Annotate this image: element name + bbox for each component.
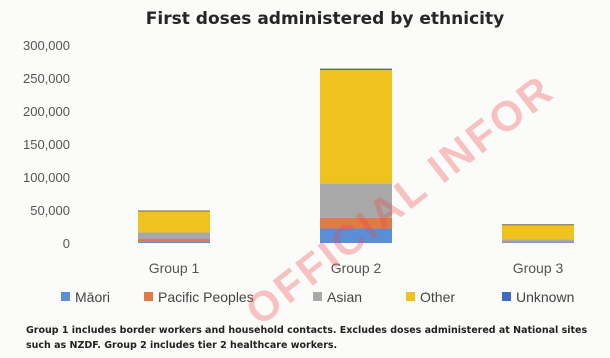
footnote-line-2: such as NZDF. Group 2 includes tier 2 he… xyxy=(26,340,338,351)
y-axis: 0 50,000 100,000 150,000 200,000 250,000 300,0… xyxy=(23,38,70,251)
legend-swatch xyxy=(61,292,70,301)
legend-item: Other xyxy=(406,289,455,305)
bar-stack xyxy=(138,210,210,243)
x-axis: Group 1 Group 2 Group 3 xyxy=(149,260,564,276)
bar-segment xyxy=(320,183,392,218)
chart-title: First doses administered by ethnicity xyxy=(146,9,504,29)
bar-segment xyxy=(502,241,574,243)
legend-item: Unknown xyxy=(502,289,574,305)
footnote: Group 1 includes border workers and hous… xyxy=(26,323,606,353)
bar-segment xyxy=(138,232,210,240)
bar-segment xyxy=(138,241,210,243)
legend: Māori Pacific Peoples Asian Other Unknown xyxy=(61,289,574,305)
legend-item: Māori xyxy=(61,289,110,305)
legend-swatch xyxy=(144,292,153,301)
chart: First doses administered by ethnicity 0 5… xyxy=(23,9,574,305)
legend-label: Other xyxy=(420,289,455,305)
bar-segment xyxy=(320,70,392,184)
y-tick-label: 200,000 xyxy=(23,104,70,119)
y-tick-label: 300,000 xyxy=(23,38,70,53)
legend-label: Māori xyxy=(75,289,110,305)
bar-stack xyxy=(320,68,392,243)
legend-label: Asian xyxy=(327,289,362,305)
y-tick-label: 50,000 xyxy=(30,203,70,218)
y-tick-label: 150,000 xyxy=(23,137,70,152)
y-tick-label: 250,000 xyxy=(23,71,70,86)
category-label: Group 3 xyxy=(513,260,564,276)
bar-segment xyxy=(502,242,574,243)
bar-segment xyxy=(138,239,210,242)
bar-stack xyxy=(502,224,574,243)
y-tick-label: 0 xyxy=(63,236,70,251)
bar-segment xyxy=(320,217,392,229)
legend-swatch xyxy=(406,292,415,301)
legend-swatch xyxy=(313,292,322,301)
bar-segment xyxy=(502,239,574,242)
legend-item: Pacific Peoples xyxy=(144,289,254,305)
category-label: Group 2 xyxy=(331,260,382,276)
category-label: Group 1 xyxy=(149,260,200,276)
legend-label: Unknown xyxy=(516,289,574,305)
y-tick-label: 100,000 xyxy=(23,170,70,185)
legend-item: Asian xyxy=(313,289,362,305)
bar-segment xyxy=(138,211,210,233)
legend-swatch xyxy=(502,292,511,301)
legend-label: Pacific Peoples xyxy=(158,289,254,305)
bars xyxy=(138,68,574,243)
bar-segment xyxy=(320,228,392,243)
footnote-line-1: Group 1 includes border workers and hous… xyxy=(26,325,588,336)
bar-segment xyxy=(502,224,574,240)
